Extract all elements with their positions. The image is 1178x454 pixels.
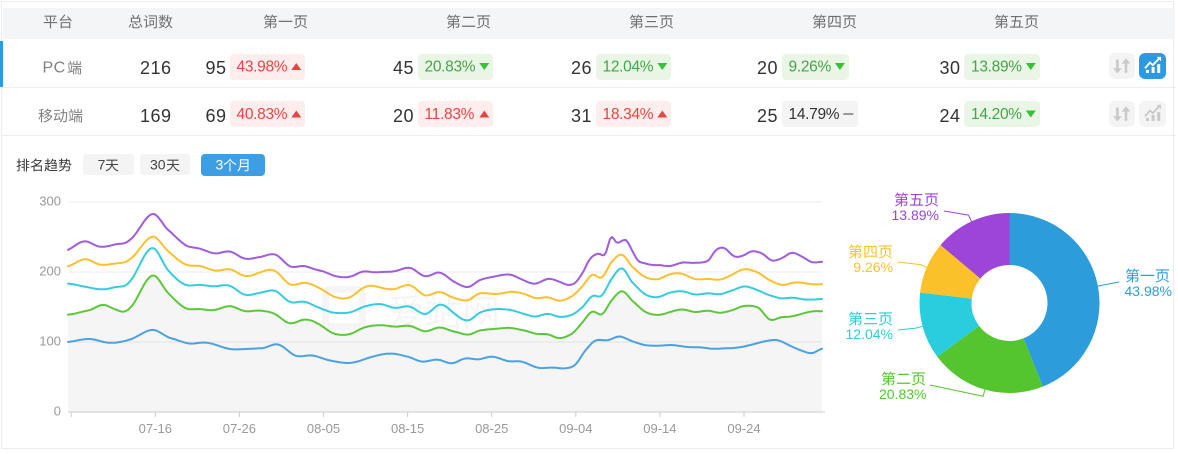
svg-text:08-25: 08-25 <box>475 421 508 436</box>
svg-text:14.20%: 14.20% <box>971 106 1022 123</box>
svg-text:169: 169 <box>140 106 172 126</box>
svg-text:216: 216 <box>140 58 172 78</box>
svg-text:300: 300 <box>39 194 61 209</box>
svg-text:11.83%: 11.83% <box>425 106 475 123</box>
svg-text:100: 100 <box>39 334 61 349</box>
svg-text:20: 20 <box>757 58 778 78</box>
svg-text:12.04%: 12.04% <box>603 58 654 75</box>
svg-text:43.98%: 43.98% <box>237 58 288 75</box>
svg-text:09-24: 09-24 <box>727 421 760 436</box>
svg-text:3: 3 <box>216 157 224 173</box>
svg-text:14.79%: 14.79% <box>789 106 840 123</box>
svg-text:95: 95 <box>205 58 226 78</box>
svg-text:40.83%: 40.83% <box>237 106 288 123</box>
svg-text:0: 0 <box>54 404 61 419</box>
svg-text:24: 24 <box>939 106 960 126</box>
svg-text:09-14: 09-14 <box>643 421 676 436</box>
svg-text:200: 200 <box>39 264 61 279</box>
svg-text:08-15: 08-15 <box>391 421 424 436</box>
svg-text:7: 7 <box>98 157 106 173</box>
svg-text:20.83%: 20.83% <box>425 58 476 75</box>
svg-text:45: 45 <box>393 58 414 78</box>
svg-text:09-04: 09-04 <box>559 421 592 436</box>
svg-text:31: 31 <box>571 106 592 126</box>
svg-text:69: 69 <box>205 106 226 126</box>
svg-text:07-26: 07-26 <box>223 421 256 436</box>
svg-text:13.89%: 13.89% <box>971 58 1022 75</box>
svg-text:18.34%: 18.34% <box>603 106 654 123</box>
svg-text:26: 26 <box>571 58 592 78</box>
svg-text:30: 30 <box>150 157 166 173</box>
svg-text:30: 30 <box>939 58 960 78</box>
svg-text:9.26%: 9.26% <box>789 58 832 75</box>
svg-text:25: 25 <box>757 106 778 126</box>
svg-text:07-16: 07-16 <box>139 421 172 436</box>
svg-text:08-05: 08-05 <box>307 421 340 436</box>
svg-text:20: 20 <box>393 106 414 126</box>
svg-text:PC: PC <box>43 60 66 77</box>
